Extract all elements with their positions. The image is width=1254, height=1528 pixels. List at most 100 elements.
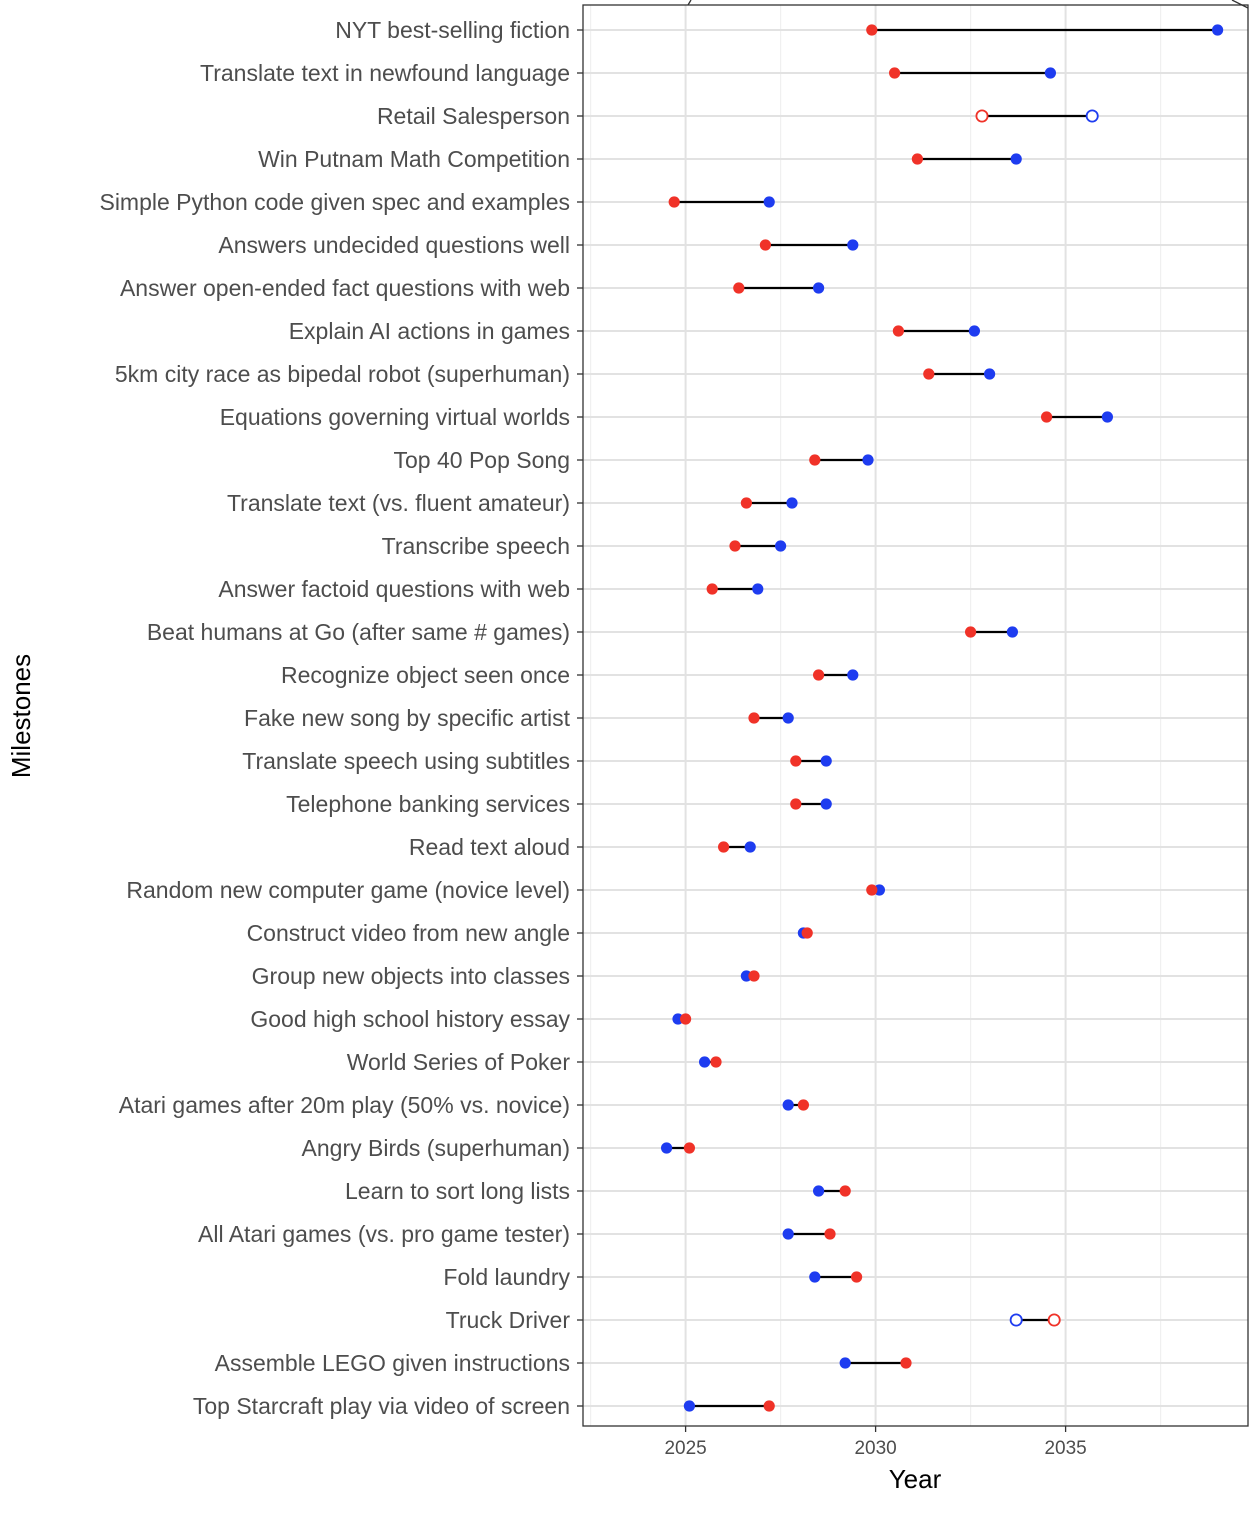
milestone-label: Truck Driver <box>446 1307 571 1333</box>
dumbbell-marks <box>661 24 1224 1412</box>
blue-point <box>1101 411 1113 423</box>
milestone-label: Beat humans at Go (after same # games) <box>147 619 570 645</box>
y-axis-title: Milestones <box>6 654 36 778</box>
red-point <box>839 1185 851 1197</box>
red-point <box>706 583 718 595</box>
milestone-label: 5km city race as bipedal robot (superhum… <box>115 361 570 387</box>
red-point <box>748 712 760 724</box>
red-point <box>733 282 745 294</box>
red-point <box>900 1357 912 1369</box>
grid-lines <box>583 5 1248 1426</box>
top-edge-artifact <box>687 0 1249 9</box>
red-point <box>809 454 821 466</box>
blue-point <box>820 755 832 767</box>
milestone-label: Transcribe speech <box>382 533 570 559</box>
milestone-label: Learn to sort long lists <box>345 1178 570 1204</box>
red-point <box>759 239 772 251</box>
x-tick-label: 2025 <box>664 1438 706 1459</box>
x-axis: 2025 2030 2035 <box>664 1426 1087 1459</box>
red-point <box>965 626 977 638</box>
red-point <box>911 153 924 165</box>
red-point <box>729 540 741 552</box>
milestone-label: Recognize object seen once <box>281 662 570 688</box>
red-point <box>797 1099 810 1111</box>
blue-point <box>847 239 859 251</box>
blue-point <box>1044 67 1056 79</box>
blue-point <box>699 1056 711 1068</box>
red-point <box>1041 411 1053 423</box>
red-point <box>889 67 901 79</box>
milestone-label: Good high school history essay <box>250 1006 570 1032</box>
blue-point <box>782 1228 794 1240</box>
blue-point <box>813 282 825 294</box>
red-point <box>790 798 802 810</box>
milestone-label: Top Starcraft play via video of screen <box>193 1393 570 1419</box>
x-tick-label: 2035 <box>1044 1438 1086 1459</box>
blue-point <box>763 196 775 208</box>
milestone-label: Translate text in newfound language <box>200 60 570 86</box>
blue-point <box>1006 626 1019 638</box>
blue-point <box>1010 153 1022 165</box>
milestone-label: All Atari games (vs. pro game tester) <box>198 1221 570 1247</box>
blue-point <box>847 669 859 681</box>
milestone-label: Read text aloud <box>409 834 570 860</box>
red-point <box>683 1142 696 1154</box>
red-point <box>668 196 680 208</box>
blue-point <box>809 1271 821 1283</box>
red-point <box>748 970 760 982</box>
blue-point <box>683 1400 696 1412</box>
blue-point <box>984 368 996 380</box>
red-point <box>718 841 730 853</box>
plot-panel-border <box>582 4 1249 1427</box>
red-point <box>1047 1313 1061 1327</box>
milestone-labels: NYT best-selling fiction Translate text i… <box>99 17 583 1419</box>
blue-point <box>782 712 794 724</box>
milestone-label: Fold laundry <box>443 1264 570 1290</box>
milestone-label: Construct video from new angle <box>247 920 570 946</box>
red-point <box>801 927 813 939</box>
blue-point <box>661 1142 673 1154</box>
milestone-label: Retail Salesperson <box>377 103 570 129</box>
red-point <box>892 325 905 337</box>
milestone-label: Telephone banking services <box>286 791 570 817</box>
blue-point <box>839 1357 851 1369</box>
red-point <box>813 669 825 681</box>
red-point <box>923 368 935 380</box>
blue-point <box>1009 1313 1023 1327</box>
milestone-label: Translate speech using subtitles <box>242 748 570 774</box>
milestone-label: Answer open-ended fact questions with we… <box>120 275 570 301</box>
milestone-label: Simple Python code given spec and exampl… <box>99 189 570 215</box>
milestone-label: Explain AI actions in games <box>289 318 570 344</box>
blue-point <box>1085 109 1099 123</box>
blue-point <box>862 454 874 466</box>
red-point <box>763 1400 775 1412</box>
milestone-label: Group new objects into classes <box>252 963 570 989</box>
blue-point <box>1212 24 1224 36</box>
blue-point <box>786 497 798 509</box>
milestone-label: Angry Birds (superhuman) <box>302 1135 570 1161</box>
blue-point <box>744 841 756 853</box>
red-point <box>790 755 802 767</box>
red-point <box>710 1056 722 1068</box>
red-point <box>824 1228 836 1240</box>
blue-point <box>968 325 981 337</box>
blue-point <box>752 583 764 595</box>
milestone-label: Translate text (vs. fluent amateur) <box>227 490 570 516</box>
x-tick-label: 2030 <box>854 1438 896 1459</box>
milestone-label: Assemble LEGO given instructions <box>215 1350 570 1376</box>
milestone-label: Fake new song by specific artist <box>244 705 571 731</box>
red-point <box>866 24 878 36</box>
red-point <box>975 109 989 123</box>
milestone-label: Win Putnam Math Competition <box>258 146 570 172</box>
milestone-label: Equations governing virtual worlds <box>220 404 570 430</box>
red-point <box>680 1013 692 1025</box>
blue-point <box>820 798 832 810</box>
blue-point <box>775 540 787 552</box>
milestone-label: Top 40 Pop Song <box>394 447 570 473</box>
milestone-label: Atari games after 20m play (50% vs. novi… <box>119 1092 570 1118</box>
milestone-label: World Series of Poker <box>347 1049 571 1075</box>
milestone-label: Answers undecided questions well <box>218 232 570 258</box>
blue-point <box>813 1185 825 1197</box>
x-axis-title: Year <box>889 1464 942 1494</box>
